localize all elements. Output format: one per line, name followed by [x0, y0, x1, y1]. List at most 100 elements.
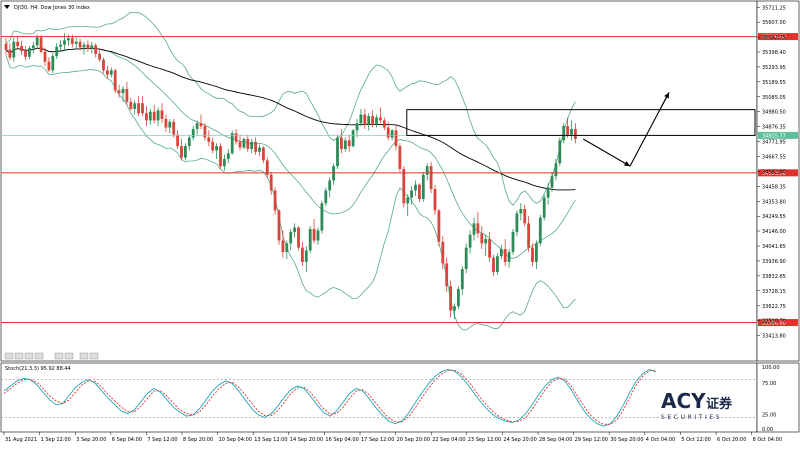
- time-tick-label: 4 Oct 04:00: [646, 437, 675, 443]
- candle-body: [226, 153, 230, 159]
- candle: [254, 137, 257, 155]
- candle-body: [74, 41, 78, 44]
- price-tick-label: 35189.55: [762, 80, 786, 86]
- candle: [343, 137, 347, 152]
- candle-body: [184, 146, 187, 158]
- price-tick-label: 34771.95: [762, 140, 786, 146]
- candle-body: [566, 126, 569, 135]
- toolbar-button[interactable]: [89, 352, 99, 360]
- candle-body: [141, 103, 144, 114]
- toolbar-button[interactable]: [79, 352, 89, 360]
- candle: [507, 249, 511, 268]
- stoch-tick-label: 75.00: [762, 381, 776, 387]
- candle-body: [363, 114, 367, 125]
- candle: [414, 180, 417, 197]
- candle: [242, 137, 246, 149]
- candle: [418, 183, 421, 202]
- candle-body: [445, 263, 449, 287]
- candle-body: [472, 223, 476, 235]
- candle: [398, 143, 402, 172]
- candle-body: [203, 126, 207, 138]
- toolbar-button[interactable]: [64, 352, 74, 360]
- candle: [519, 203, 523, 221]
- candle: [234, 128, 238, 145]
- logo-sub: SECURITIES: [661, 414, 722, 421]
- resistance-box[interactable]: [406, 109, 756, 136]
- candle-body: [312, 229, 316, 241]
- candle-body: [386, 127, 390, 138]
- candle: [371, 110, 374, 128]
- candle: [386, 121, 390, 141]
- toolbar-button[interactable]: [14, 352, 24, 360]
- candle: [433, 184, 437, 215]
- candle-body: [558, 140, 562, 164]
- toolbar-button[interactable]: [34, 352, 44, 360]
- price-tick-label: 33936.90: [762, 259, 786, 265]
- candle-body: [117, 90, 121, 94]
- candle: [511, 229, 515, 255]
- candle: [94, 43, 98, 58]
- stoch-tick-label: 25.00: [762, 412, 776, 418]
- price-tick-label: 34458.35: [762, 184, 786, 190]
- candle-body: [375, 117, 378, 125]
- candle-body: [39, 37, 43, 52]
- toolbar-button[interactable]: [54, 352, 64, 360]
- quick-toolbar: [4, 352, 99, 360]
- candle-body: [43, 51, 47, 62]
- time-tick-label: 16 Sep 04:00: [325, 437, 358, 443]
- candle: [47, 57, 51, 72]
- level-price-tag: [758, 33, 798, 41]
- price-tick-label: 34041.65: [762, 244, 786, 250]
- projection-arrow-down[interactable]: [582, 138, 631, 167]
- candle-body: [308, 229, 312, 251]
- candle: [43, 47, 47, 67]
- candle-body: [379, 117, 382, 121]
- candle: [320, 200, 324, 234]
- candle-body: [265, 160, 269, 175]
- candle: [273, 187, 277, 215]
- candle-body: [129, 101, 133, 109]
- candle: [312, 219, 316, 244]
- candle-body: [106, 70, 109, 75]
- candle: [316, 227, 320, 245]
- candle: [180, 138, 183, 161]
- candle: [402, 166, 406, 208]
- candle-body: [460, 269, 464, 290]
- chart-menu-icon[interactable]: [4, 5, 10, 9]
- candle-body: [464, 247, 468, 270]
- stoch-tick-label: 100.00: [762, 365, 780, 371]
- candle-body: [160, 110, 164, 119]
- candle: [562, 123, 566, 144]
- candle-body: [546, 187, 550, 198]
- candle-body: [98, 53, 101, 60]
- candle: [437, 209, 441, 247]
- candle-body: [180, 146, 183, 158]
- candle-body: [121, 88, 125, 94]
- candle-body: [488, 239, 491, 258]
- candle: [172, 118, 176, 138]
- candle: [145, 106, 148, 127]
- candle-body: [316, 230, 320, 241]
- candle: [152, 104, 156, 124]
- candle-body: [324, 190, 328, 204]
- candle: [74, 37, 78, 49]
- candle: [113, 68, 117, 94]
- price-tick-label: 34876.35: [762, 125, 786, 131]
- candle-body: [195, 123, 199, 129]
- candle-body: [484, 239, 488, 244]
- time-tick-label: 13 Sep 12:00: [254, 437, 287, 443]
- projection-arrow-down-head: [624, 161, 630, 167]
- level-price-tag: [758, 169, 798, 177]
- candle-body: [125, 88, 129, 102]
- price-tick-label: 35398.40: [762, 50, 786, 56]
- candle-body: [449, 286, 452, 311]
- candle: [121, 86, 125, 102]
- candle-body: [258, 147, 261, 152]
- candle: [12, 37, 16, 62]
- candle: [102, 57, 105, 74]
- candle-body: [242, 138, 246, 148]
- time-tick-label: 8 Oct 04:00: [753, 437, 782, 443]
- toolbar-button[interactable]: [4, 352, 14, 360]
- candle-body: [133, 103, 137, 109]
- toolbar-button[interactable]: [24, 352, 34, 360]
